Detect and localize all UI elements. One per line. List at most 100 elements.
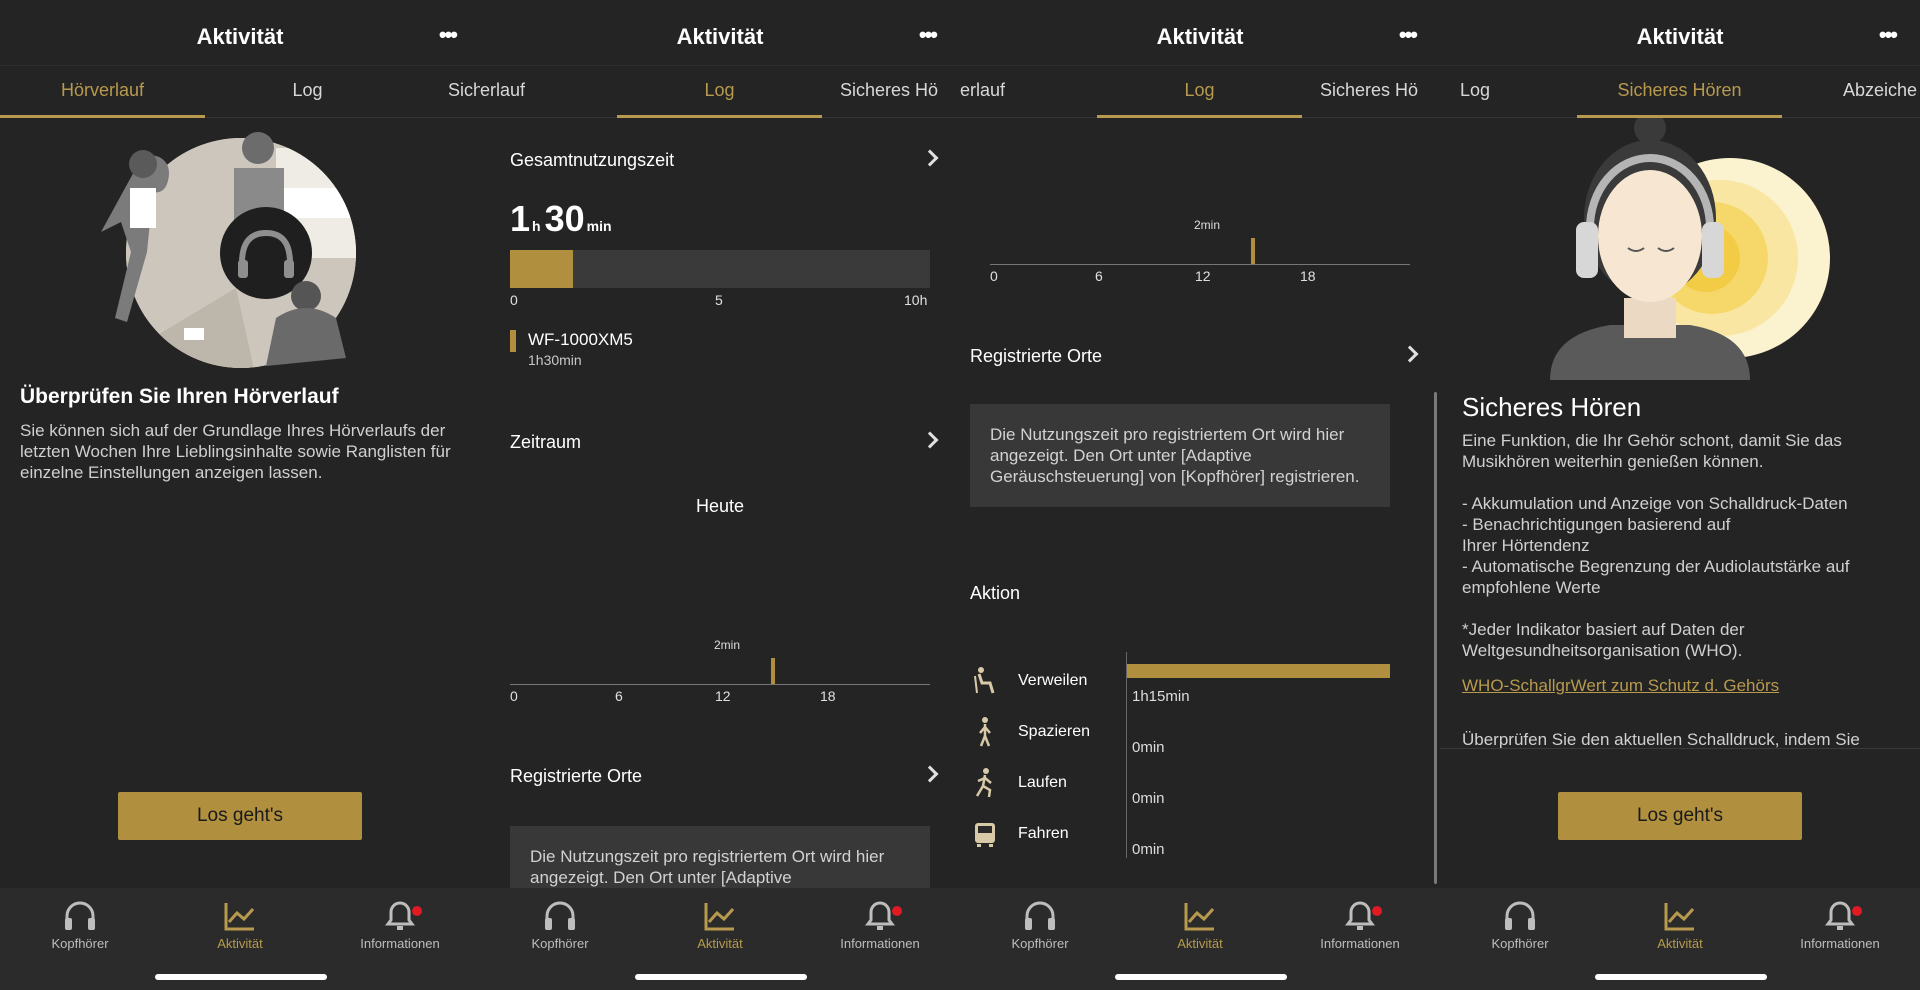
nav-kopfhoerer[interactable]: Kopfhörer — [960, 900, 1120, 951]
timeline-spike-label: 2min — [1194, 218, 1221, 232]
section-heading: Sicheres Hören — [1462, 392, 1642, 422]
chevron-right-icon[interactable] — [1401, 345, 1419, 363]
nav-aktivitaet[interactable]: Aktivität — [1120, 900, 1280, 951]
tab-abzeichen[interactable]: Abzeiche — [1843, 80, 1918, 100]
bell-icon — [385, 901, 415, 930]
more-menu-icon[interactable]: ••• — [918, 22, 938, 47]
tab-log[interactable]: Log — [292, 80, 323, 100]
tab-hoerverlauf[interactable]: Hörverlauf — [480, 80, 525, 100]
nav-informationen[interactable]: Informationen — [800, 900, 960, 951]
nav-label: Informationen — [1320, 936, 1400, 951]
nav-label: Kopfhörer — [51, 936, 109, 951]
nav-label: Kopfhörer — [1011, 936, 1069, 951]
chevron-right-icon[interactable] — [921, 765, 939, 783]
notification-badge — [412, 906, 422, 916]
nav-label: Kopfhörer — [531, 936, 589, 951]
action-row: Fahren 0min — [970, 817, 1410, 858]
action-row: Laufen 0min — [970, 766, 1410, 807]
device-color-marker — [510, 330, 516, 352]
timeline-tick: 18 — [820, 688, 836, 704]
home-indicator — [1595, 974, 1767, 980]
nav-aktivitaet[interactable]: Aktivität — [640, 900, 800, 951]
tab-sicheres-hoeren[interactable]: Sich — [448, 80, 480, 100]
screen-log: Aktivität ••• Hörverlauf Log Sicheres Hö… — [480, 0, 960, 990]
section-description: Sie können sich auf der Grundlage Ihres … — [20, 421, 451, 482]
headphones-icon — [1505, 901, 1535, 930]
header: Aktivität ••• — [480, 0, 960, 66]
nav-label: Aktivität — [1177, 936, 1223, 951]
activity-chart-icon — [1664, 903, 1695, 931]
home-indicator — [1115, 974, 1287, 980]
start-button[interactable]: Los geht's — [1558, 792, 1802, 840]
activity-chart-icon — [224, 903, 255, 931]
nav-kopfhoerer[interactable]: Kopfhörer — [480, 900, 640, 951]
headphones-icon — [65, 901, 95, 930]
tab-sicheres-hoeren[interactable]: Sicheres Hö — [840, 80, 939, 100]
timeline-tick: 6 — [615, 688, 623, 704]
total-usage-title[interactable]: Gesamtnutzungszeit — [510, 150, 675, 170]
bottom-nav: Kopfhörer Aktivität Informationen — [0, 888, 480, 990]
nav-label: Aktivität — [217, 936, 263, 951]
minutes-unit: min — [586, 218, 612, 234]
tab-sicheres-hoeren[interactable]: Sicheres Hö — [1320, 80, 1419, 100]
hours-value: 1 — [510, 198, 531, 239]
scrollbar[interactable] — [1434, 392, 1437, 884]
more-menu-icon[interactable]: ••• — [1398, 22, 1418, 47]
tab-log[interactable]: Log — [1097, 66, 1302, 118]
activity-chart-icon — [1184, 903, 1215, 931]
tab-log[interactable]: Log — [617, 66, 822, 118]
tab-hoerverlauf[interactable]: Hörverlauf — [0, 66, 205, 118]
action-value: 1h15min — [1132, 688, 1190, 705]
notification-badge — [1372, 906, 1382, 916]
headphones-icon — [1025, 901, 1055, 930]
nav-label: Kopfhörer — [1491, 936, 1549, 951]
nav-informationen[interactable]: Informationen — [320, 900, 480, 951]
header: Aktivität ••• — [0, 0, 480, 66]
bell-icon — [1345, 901, 1375, 930]
hours-unit: h — [532, 218, 541, 234]
action-value: 0min — [1132, 841, 1165, 858]
device-time: 1h30min — [528, 352, 582, 368]
minutes-value: 30 — [544, 198, 585, 239]
nav-kopfhoerer[interactable]: Kopfhörer — [1440, 900, 1600, 951]
tab-bar: Hörverlauf Log Sicheres Hö — [960, 66, 1440, 118]
action-name: Laufen — [1018, 774, 1067, 791]
nav-label: Informationen — [840, 936, 920, 951]
sitting-person-icon — [974, 667, 995, 694]
section-more-text: Überprüfen Sie den aktuellen Schalldruck… — [1462, 730, 1860, 749]
timeline-tick: 18 — [1300, 268, 1316, 284]
tab-sicheres-hoeren[interactable]: Sicheres Hören — [1577, 66, 1782, 118]
tab-bar: Hörverlauf Log Sicheres Hö — [480, 66, 960, 118]
who-link[interactable]: WHO-SchallgrWert zum Schutz d. Gehörs — [1462, 676, 1780, 695]
timeline-tick: 12 — [1195, 268, 1211, 284]
section-description: Eine Funktion, die Ihr Gehör schont, dam… — [1462, 431, 1850, 660]
more-menu-icon[interactable]: ••• — [438, 22, 458, 47]
action-value: 0min — [1132, 790, 1165, 807]
timeline-axis — [990, 264, 1410, 265]
action-name: Spazieren — [1018, 723, 1091, 740]
chevron-right-icon[interactable] — [921, 431, 939, 449]
screen-hoerverlauf: Aktivität ••• Hörverlauf Log Sich — [0, 0, 480, 990]
usage-bar-fill — [510, 250, 573, 288]
nav-label: Aktivität — [697, 936, 743, 951]
tab-bar: Hörverlauf Log Sich — [0, 66, 480, 118]
nav-aktivitaet[interactable]: Aktivität — [1600, 900, 1760, 951]
timeline-tick: 0 — [510, 688, 518, 704]
nav-kopfhoerer[interactable]: Kopfhörer — [0, 900, 160, 951]
nav-aktivitaet[interactable]: Aktivität — [160, 900, 320, 951]
action-row: Verweilen 1h15min — [970, 664, 1410, 705]
tab-hoerverlauf[interactable]: Hörverlauf — [960, 80, 1005, 100]
safe-listening-illustration — [1550, 118, 1830, 380]
nav-informationen[interactable]: Informationen — [1280, 900, 1440, 951]
device-name: WF-1000XM5 — [528, 330, 633, 349]
chevron-right-icon[interactable] — [921, 149, 939, 167]
period-title[interactable]: Zeitraum — [510, 432, 582, 452]
registered-places-title[interactable]: Registrierte Orte — [510, 766, 643, 786]
nav-informationen[interactable]: Informationen — [1760, 900, 1920, 951]
more-menu-icon[interactable]: ••• — [1878, 22, 1898, 47]
registered-places-info: Die Nutzungszeit pro registriertem Ort w… — [970, 404, 1390, 507]
tab-log[interactable]: Log — [1460, 80, 1491, 100]
registered-places-title[interactable]: Registrierte Orte — [970, 346, 1103, 366]
start-button[interactable]: Los geht's — [118, 792, 362, 840]
